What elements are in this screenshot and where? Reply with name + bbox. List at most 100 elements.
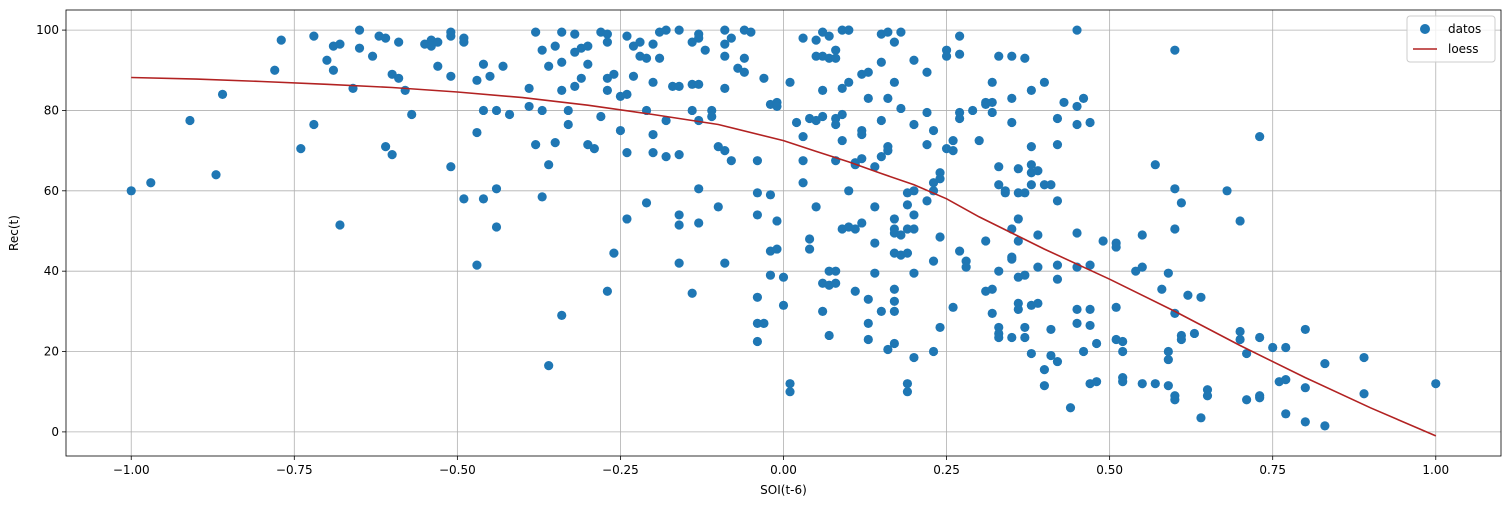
data-point	[446, 162, 456, 172]
data-point	[752, 336, 763, 347]
data-point	[387, 150, 397, 160]
data-point	[1242, 395, 1252, 405]
data-point	[1118, 377, 1128, 387]
data-point	[648, 129, 658, 140]
data-point	[1281, 342, 1291, 353]
data-point	[563, 105, 573, 116]
data-point	[798, 131, 808, 142]
data-point	[1098, 236, 1108, 246]
data-point	[720, 83, 730, 93]
data-point	[759, 73, 769, 83]
data-point	[928, 346, 939, 357]
data-point	[1020, 332, 1030, 343]
data-point	[955, 31, 965, 41]
data-point	[491, 105, 502, 116]
data-point	[354, 25, 365, 35]
data-point	[700, 45, 710, 55]
data-point	[322, 55, 332, 65]
data-point	[876, 115, 886, 126]
data-point	[1163, 381, 1173, 391]
data-point	[791, 117, 802, 128]
data-point	[844, 77, 854, 87]
data-point	[831, 278, 841, 288]
y-tick-label: 40	[44, 264, 59, 278]
data-point	[1039, 365, 1050, 375]
data-point	[798, 33, 808, 43]
data-point	[1170, 184, 1180, 194]
data-point	[335, 220, 345, 230]
data-point	[433, 37, 443, 47]
data-point	[602, 286, 612, 296]
data-point	[570, 81, 580, 91]
data-point	[1046, 180, 1056, 190]
data-point	[909, 352, 919, 363]
points-layer	[126, 25, 1441, 431]
data-point	[994, 332, 1004, 343]
data-point	[785, 379, 795, 389]
data-point	[922, 107, 932, 118]
x-tick-label: −0.25	[602, 463, 639, 477]
data-point	[668, 81, 678, 91]
data-point	[1046, 324, 1056, 335]
data-point	[928, 186, 939, 196]
data-point	[1189, 328, 1200, 339]
x-axis-label: SOI(t-6)	[760, 483, 807, 497]
data-point	[674, 258, 684, 268]
data-point	[765, 190, 776, 200]
data-point	[185, 115, 195, 126]
data-point	[1431, 379, 1441, 389]
data-point	[1300, 417, 1310, 427]
data-point	[1033, 298, 1043, 308]
data-point	[674, 210, 684, 220]
data-point	[902, 224, 913, 234]
data-point	[837, 109, 847, 120]
data-point	[1137, 262, 1147, 272]
data-point	[1020, 270, 1030, 280]
data-point	[1026, 85, 1036, 95]
data-point	[1013, 188, 1023, 198]
data-point	[1268, 342, 1278, 353]
legend-label-loess: loess	[1448, 42, 1479, 56]
data-point	[1072, 318, 1082, 329]
data-point	[126, 186, 136, 196]
data-point	[583, 59, 593, 69]
data-point	[876, 152, 886, 162]
data-point	[765, 270, 776, 280]
data-point	[1078, 93, 1089, 103]
data-point	[883, 146, 893, 156]
data-point	[909, 186, 919, 196]
data-point	[1320, 358, 1330, 369]
data-point	[446, 27, 456, 37]
data-point	[902, 387, 913, 397]
data-point	[1052, 196, 1063, 206]
data-point	[602, 29, 612, 39]
data-point	[811, 51, 821, 61]
data-point	[381, 33, 391, 43]
data-point	[831, 119, 841, 130]
data-point	[1163, 268, 1173, 278]
data-point	[1150, 379, 1160, 389]
data-point	[909, 119, 919, 130]
data-point	[1091, 338, 1102, 349]
data-point	[922, 140, 932, 150]
data-point	[394, 37, 404, 47]
data-point	[622, 89, 632, 99]
x-tick-label: −1.00	[113, 463, 150, 477]
data-point	[354, 43, 365, 53]
data-point	[837, 25, 847, 35]
data-point	[1176, 334, 1186, 345]
data-point	[622, 148, 632, 158]
data-point	[459, 194, 469, 204]
data-point	[1026, 180, 1036, 190]
data-point	[889, 77, 899, 87]
data-point	[961, 262, 971, 272]
data-point	[1281, 375, 1291, 385]
data-point	[1163, 354, 1173, 365]
data-point	[837, 135, 847, 146]
data-point	[433, 61, 443, 71]
data-point	[928, 256, 939, 266]
x-tick-label: −0.50	[439, 463, 476, 477]
data-point	[1013, 304, 1023, 314]
data-point	[922, 67, 932, 77]
data-point	[1039, 180, 1050, 190]
